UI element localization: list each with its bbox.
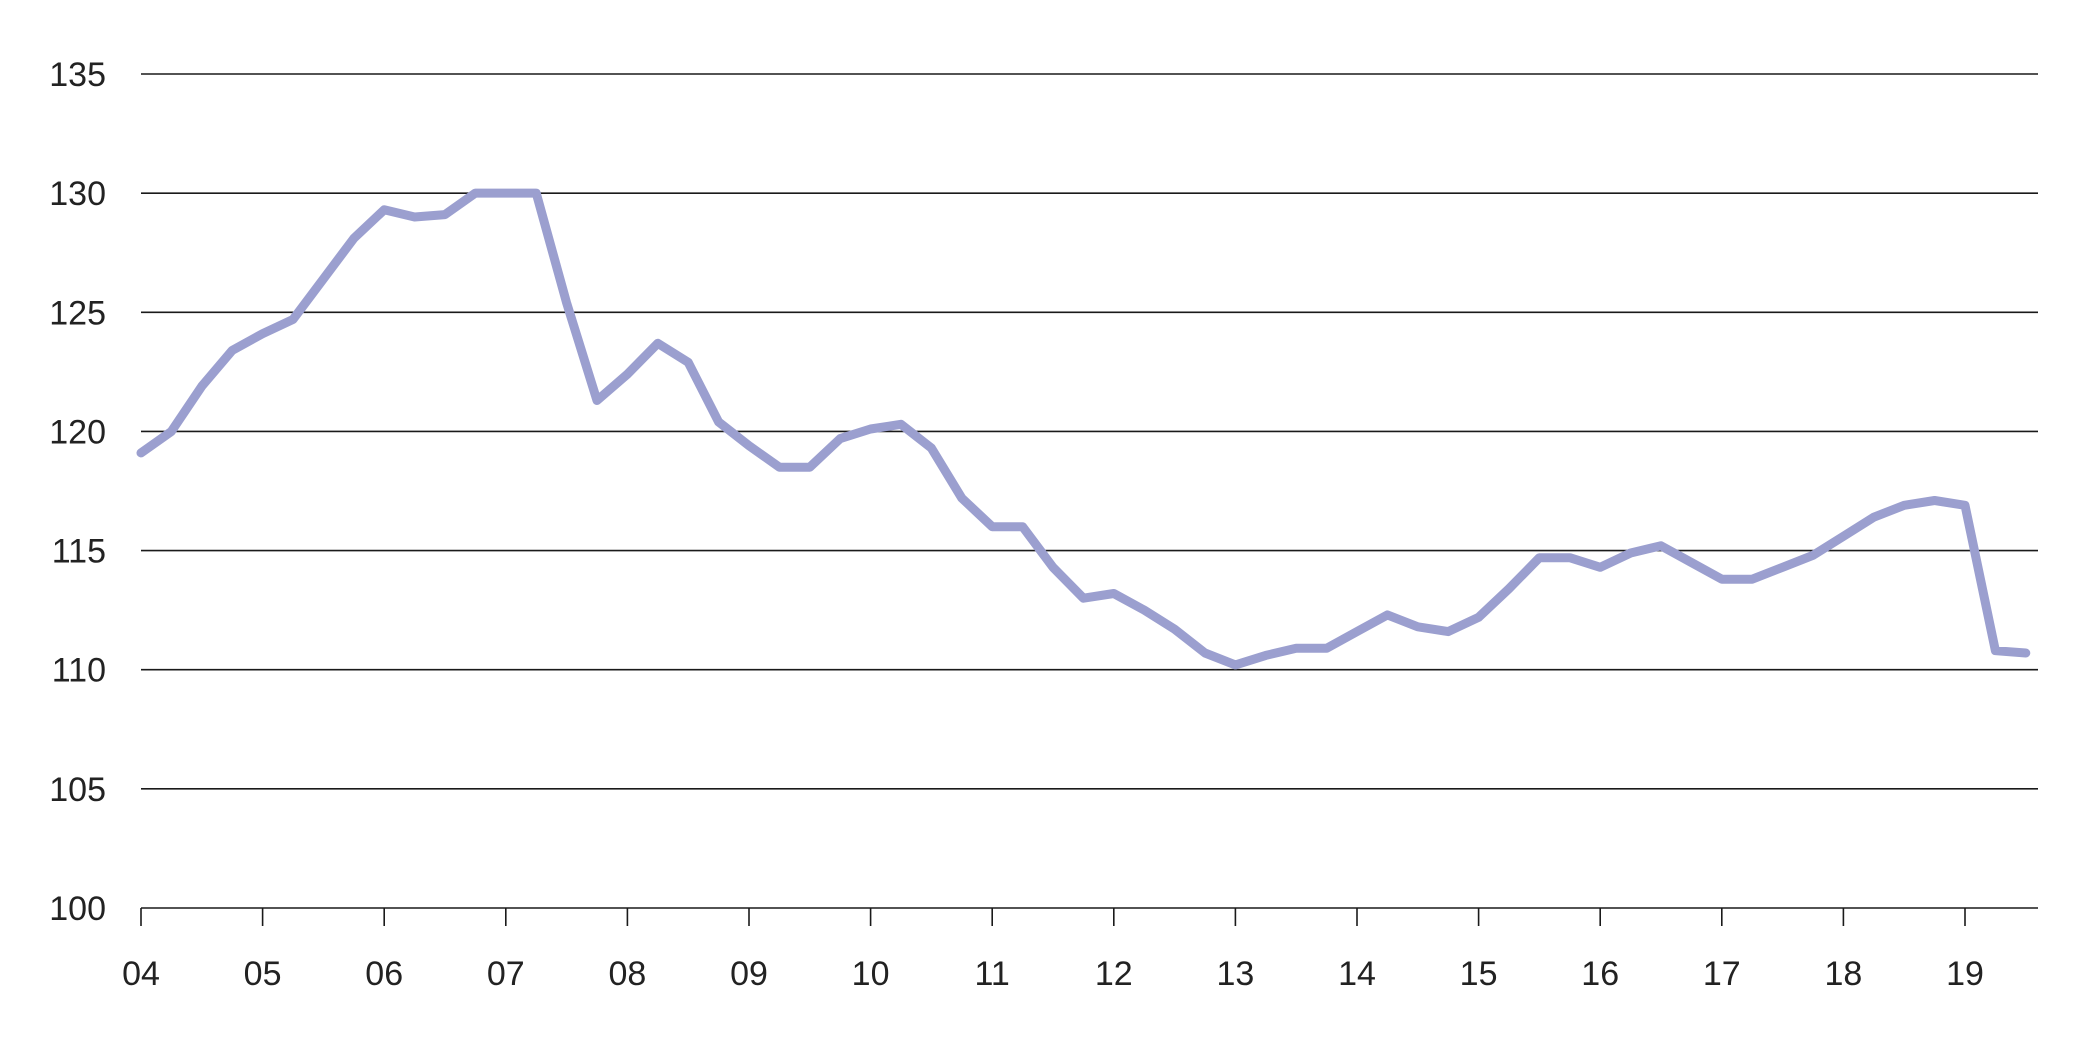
x-tick-label: 19 bbox=[1946, 955, 1984, 993]
x-axis bbox=[140, 907, 2038, 926]
x-tick-label: 14 bbox=[1338, 955, 1376, 993]
y-tick-label: 100 bbox=[49, 890, 106, 928]
x-tick-label: 06 bbox=[365, 955, 403, 993]
x-axis-tick-labels: 04 05 06 07 08 09 10 11 12 13 14 15 16 17 18 19 bbox=[122, 955, 1984, 993]
x-tick-label: 17 bbox=[1703, 955, 1741, 993]
x-tick-label: 10 bbox=[852, 955, 890, 993]
x-tick-label: 15 bbox=[1460, 955, 1498, 993]
series-layer bbox=[136, 188, 2031, 670]
y-tick-label: 130 bbox=[49, 175, 106, 213]
y-axis-tick-labels: 100 105 110 115 120 125 130 135 bbox=[49, 56, 106, 928]
x-tick-label: 12 bbox=[1095, 955, 1133, 993]
y-tick-label: 135 bbox=[49, 56, 106, 94]
y-gridlines bbox=[141, 73, 2038, 790]
series-line bbox=[136, 188, 2031, 670]
y-tick-label: 110 bbox=[52, 652, 106, 690]
y-tick-label: 125 bbox=[49, 294, 106, 332]
x-tick-label: 11 bbox=[975, 955, 1010, 993]
x-tick-label: 07 bbox=[487, 955, 525, 993]
x-tick-label: 18 bbox=[1824, 955, 1862, 993]
x-tick-label: 09 bbox=[730, 955, 768, 993]
y-tick-label: 115 bbox=[52, 533, 106, 571]
x-tick-label: 13 bbox=[1216, 955, 1254, 993]
x-tick-label: 04 bbox=[122, 955, 160, 993]
y-tick-label: 105 bbox=[49, 771, 106, 809]
x-tick-label: 05 bbox=[244, 955, 282, 993]
x-tick-label: 16 bbox=[1581, 955, 1619, 993]
y-tick-label: 120 bbox=[49, 413, 106, 451]
x-tick-label: 08 bbox=[608, 955, 646, 993]
